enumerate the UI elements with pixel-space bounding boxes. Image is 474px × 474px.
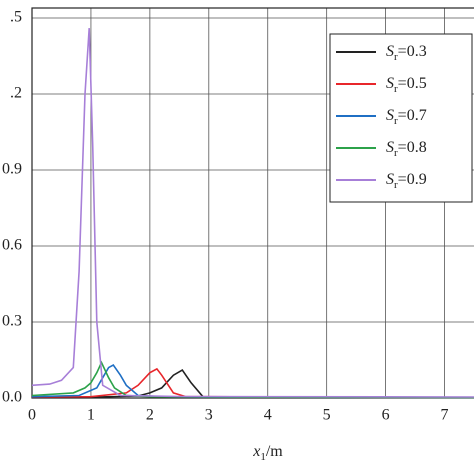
y-tick-label: .2 [10,85,22,102]
series-line [31,28,474,398]
y-tick-label: 0.0 [2,389,22,406]
legend-box [329,33,473,203]
legend-label: Sr=0.7 [386,107,427,127]
legend-label: Sr=0.9 [386,171,427,191]
x-tick-label: 0 [28,407,36,424]
x-tick-label: 2 [146,407,154,424]
y-tick-label: 0.6 [2,237,22,254]
x-tick-label: 1 [87,407,95,424]
x-tick-label: 3 [205,407,213,424]
plot-frame [31,7,474,399]
x-tick-label: 4 [264,407,272,424]
series-line [31,367,474,399]
y-tick-label: .5 [10,9,22,26]
x-axis-label: x1/m [252,443,283,463]
legend-label: Sr=0.3 [386,43,427,63]
x-tick-label: 7 [441,407,449,424]
legend-label: Sr=0.5 [386,75,427,95]
x-tick-label: 5 [323,407,331,424]
legend-label: Sr=0.8 [386,139,427,159]
y-tick-label: 0.9 [2,161,22,178]
y-tick-label: 0.3 [2,313,22,330]
series-line [31,360,474,399]
x-tick-label: 6 [382,407,390,424]
